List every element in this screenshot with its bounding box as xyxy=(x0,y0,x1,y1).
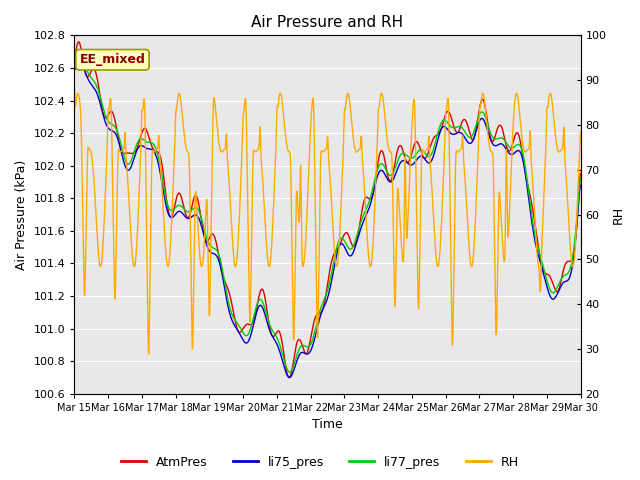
RH xyxy=(97,264,104,269)
AtmPres xyxy=(304,348,312,354)
AtmPres xyxy=(75,39,83,45)
Line: RH: RH xyxy=(74,90,580,354)
li77_pres xyxy=(470,130,477,136)
AtmPres xyxy=(285,375,293,381)
RH xyxy=(70,87,78,93)
li75_pres xyxy=(70,67,78,73)
RH xyxy=(562,171,570,177)
Y-axis label: RH: RH xyxy=(612,205,625,224)
li75_pres xyxy=(76,58,83,64)
li77_pres xyxy=(97,95,104,101)
li75_pres xyxy=(563,278,570,284)
li75_pres xyxy=(285,374,293,380)
Title: Air Pressure and RH: Air Pressure and RH xyxy=(252,15,404,30)
Line: li77_pres: li77_pres xyxy=(74,55,580,372)
li75_pres xyxy=(304,351,312,357)
AtmPres xyxy=(97,97,104,103)
X-axis label: Time: Time xyxy=(312,419,343,432)
AtmPres xyxy=(563,260,570,265)
RH xyxy=(469,255,477,261)
li75_pres xyxy=(97,102,104,108)
li77_pres xyxy=(563,272,570,277)
RH xyxy=(317,154,324,159)
Legend: AtmPres, li75_pres, li77_pres, RH: AtmPres, li75_pres, li77_pres, RH xyxy=(116,451,524,474)
li75_pres xyxy=(563,278,570,284)
li77_pres xyxy=(70,60,78,66)
li77_pres xyxy=(75,52,83,58)
AtmPres xyxy=(470,136,477,142)
li77_pres xyxy=(304,344,312,350)
li77_pres xyxy=(577,176,584,182)
li75_pres xyxy=(470,136,477,142)
li77_pres xyxy=(317,304,325,310)
AtmPres xyxy=(563,260,570,265)
Text: EE_mixed: EE_mixed xyxy=(79,53,145,66)
li75_pres xyxy=(577,182,584,188)
RH xyxy=(145,351,152,357)
Line: li75_pres: li75_pres xyxy=(74,61,580,377)
li75_pres xyxy=(317,311,325,317)
AtmPres xyxy=(317,310,325,315)
Y-axis label: Air Pressure (kPa): Air Pressure (kPa) xyxy=(15,159,28,270)
RH xyxy=(303,201,311,206)
AtmPres xyxy=(577,170,584,176)
RH xyxy=(563,174,570,180)
Line: AtmPres: AtmPres xyxy=(74,42,580,378)
RH xyxy=(577,130,584,135)
li77_pres xyxy=(286,369,294,375)
li77_pres xyxy=(563,272,570,277)
AtmPres xyxy=(70,54,78,60)
